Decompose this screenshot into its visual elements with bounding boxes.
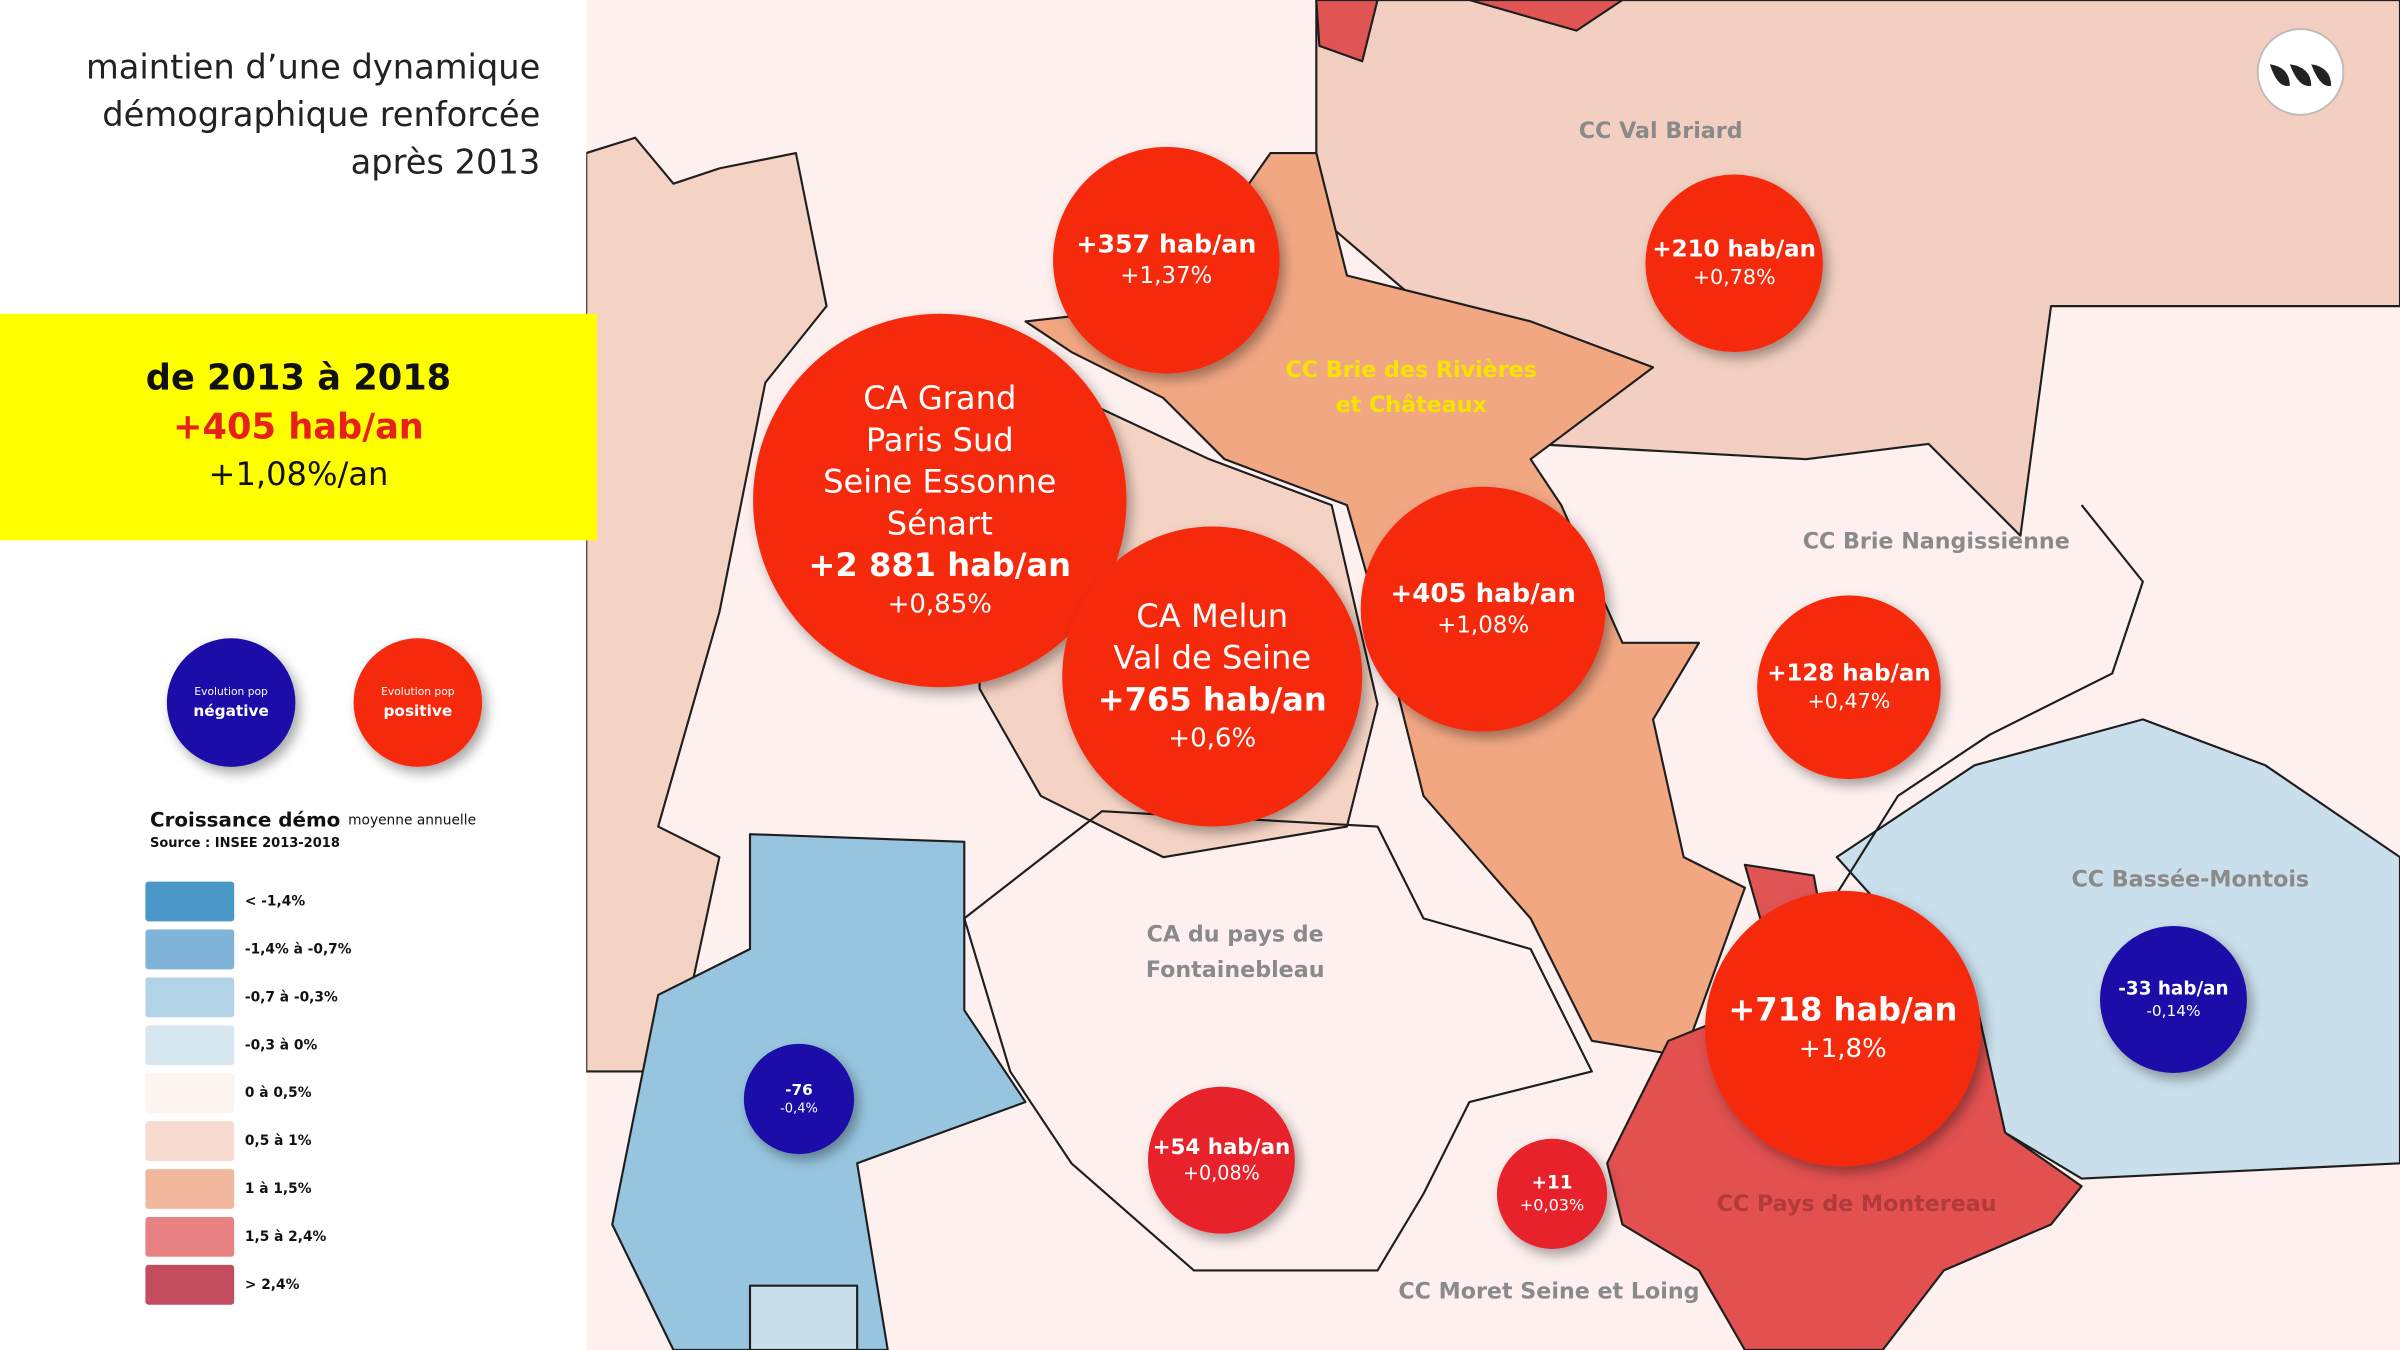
- legend-bubble: [353, 638, 483, 767]
- bubble: [1062, 526, 1363, 827]
- legend-title-main: Croissance démo: [150, 808, 340, 831]
- bubble-value: -76: [785, 1081, 813, 1099]
- legend-title: Croissance démo moyenne annuelle: [150, 804, 476, 833]
- territory-label: CA du pays de: [1147, 922, 1324, 948]
- border: [1820, 504, 2144, 919]
- highlight-box: [0, 313, 597, 541]
- bubble: [743, 1043, 855, 1155]
- legend-swatch: [145, 881, 235, 922]
- territory-label: CC Brie des Rivières: [1286, 357, 1537, 383]
- legend: < -1,4% -1,4% à -0,7% -0,7 à -0,3% -0,3 à 0…: [145, 881, 352, 1305]
- bubble-rate: +0,47%: [1808, 689, 1891, 713]
- bubble-rate: +0,03%: [1520, 1195, 1585, 1214]
- legend-label: -0,7 à -0,3%: [245, 989, 338, 1005]
- bubble-rate: -0,4%: [780, 1101, 818, 1116]
- title: après 2013: [351, 142, 541, 181]
- bubble: [753, 313, 1127, 688]
- legend-swatch: [145, 1216, 235, 1257]
- legend-swatch: [145, 1121, 235, 1161]
- highlight-rate: +1,08%/an: [209, 455, 389, 493]
- territory-label: CC Val Briard: [1579, 118, 1743, 144]
- bubble-value: +54 hab/an: [1153, 1135, 1291, 1160]
- bubble: [1053, 146, 1280, 374]
- bubble-value: +405 hab/an: [1390, 579, 1575, 609]
- legend-swatch: [145, 1073, 235, 1114]
- legend-bubble-text: positive: [383, 702, 452, 720]
- region: [1468, 0, 1624, 32]
- border: [963, 810, 1593, 1272]
- bubble-value: +718 hab/an: [1728, 991, 1957, 1029]
- bubble-name: CA Melun: [1136, 597, 1288, 635]
- legend-label: -0,3 à 0%: [245, 1037, 318, 1053]
- bubble-name: Paris Sud: [866, 421, 1014, 459]
- bubble-rate: +1,08%: [1437, 613, 1529, 639]
- territory-label: CC Moret Seine et Loing: [1398, 1278, 1699, 1304]
- territory-label: CC Pays de Montereau: [1717, 1191, 1997, 1217]
- bubble-value: +210 hab/an: [1652, 236, 1816, 262]
- legend-label: > 2,4%: [245, 1277, 300, 1293]
- bubble: [1757, 595, 1941, 780]
- legend-label: 1 à 1,5%: [245, 1181, 312, 1197]
- bubble-rate: +0,6%: [1168, 724, 1256, 754]
- bubble-value: +128 hab/an: [1767, 660, 1931, 686]
- bubbles: +357 hab/an +1,37% +210 hab/an +0,78% CA Gra…: [743, 146, 2247, 1249]
- bubble-name: Seine Essonne: [823, 463, 1056, 501]
- legend-swatch: [145, 929, 235, 970]
- logo-mark: [2269, 64, 2332, 87]
- bubble: [1645, 174, 1823, 353]
- bubble-value: +2 881 hab/an: [809, 546, 1072, 584]
- bubble: [1496, 1138, 1608, 1249]
- legend-title-suffix: moyenne annuelle: [348, 812, 476, 828]
- bubble-value: +765 hab/an: [1098, 680, 1327, 718]
- bubble-name: Sénart: [887, 504, 993, 542]
- title: maintien d’une dynamique: [86, 47, 540, 86]
- legend-swatch: [145, 1169, 235, 1209]
- bubble: [1360, 486, 1606, 732]
- legend-bubble: [166, 638, 296, 767]
- legend-swatch: [145, 1025, 235, 1066]
- side-panel: [0, 0, 587, 1350]
- bubble: [1147, 1086, 1295, 1234]
- legend-bubble-text: négative: [193, 702, 268, 720]
- bubble-rate: +1,37%: [1120, 263, 1212, 289]
- bubble-value: +11: [1532, 1172, 1573, 1193]
- legend-label: 1,5 à 2,4%: [245, 1229, 327, 1245]
- legend-swatch: [145, 1264, 235, 1305]
- highlight-period: de 2013 à 2018: [146, 358, 451, 399]
- bubble-value: +357 hab/an: [1076, 229, 1256, 258]
- territory-label: CC Brie Nangissienne: [1803, 528, 2070, 554]
- bubble: [1705, 890, 1981, 1167]
- legend-label: -1,4% à -0,7%: [245, 941, 352, 957]
- legend-label: < -1,4%: [245, 894, 305, 910]
- legend-label: 0,5 à 1%: [245, 1133, 312, 1149]
- territory-label: et Châteaux: [1336, 392, 1487, 418]
- bubble-value: -33 hab/an: [2118, 979, 2228, 1000]
- territory-label: CC Bassée-Montois: [2071, 867, 2309, 893]
- bubble-rate: +0,08%: [1183, 1162, 1260, 1185]
- bubble-rate: +0,85%: [888, 589, 992, 619]
- legend-bubble-text: Evolution pop: [194, 685, 268, 698]
- region: [1315, 0, 1379, 63]
- bubble-rate: +1,8%: [1799, 1034, 1887, 1064]
- territory-label: Fontainebleau: [1146, 957, 1325, 983]
- bubble-rate: +0,78%: [1693, 265, 1776, 289]
- legend-bubble-text: Evolution pop: [381, 685, 455, 698]
- territory-labels: CC Val Briard CC Brie des Rivières et Chât…: [1146, 118, 2309, 1304]
- title: démographique renforcée: [102, 95, 540, 134]
- bubble-name: CA Grand: [863, 379, 1016, 417]
- legend-label: 0 à 0,5%: [245, 1085, 312, 1101]
- legend-source: Source : INSEE 2013-2018: [150, 836, 340, 851]
- bubble: [2100, 926, 2247, 1073]
- bubble-rate: -0,14%: [2146, 1002, 2200, 1020]
- bubble-name: Val de Seine: [1113, 639, 1311, 677]
- logo: [2256, 28, 2345, 116]
- region: [748, 1284, 859, 1350]
- highlight-growth: +405 hab/an: [173, 407, 424, 448]
- legend-swatch: [145, 977, 235, 1018]
